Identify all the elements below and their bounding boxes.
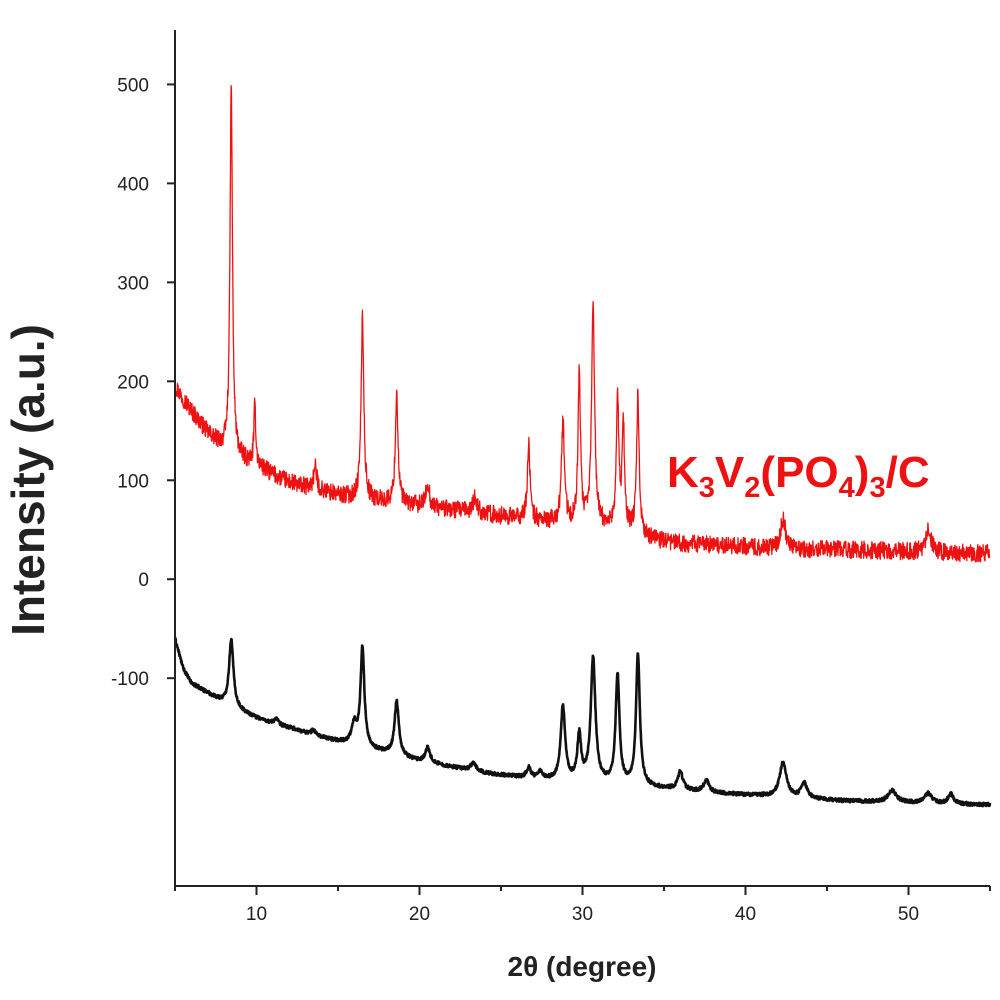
series-label-part: V <box>715 448 745 497</box>
series-label-part: 3 <box>869 472 885 504</box>
y-tick-label: -100 <box>111 669 149 690</box>
plot-series <box>173 85 992 808</box>
x-tick-label: 40 <box>735 904 756 925</box>
x-tick-label: 20 <box>409 904 430 925</box>
series-label-k3v2po43c: K3V2(PO4)3/C <box>667 448 930 504</box>
series-label-part: (PO <box>760 448 838 497</box>
y-tick-label: 100 <box>117 471 149 492</box>
x-ticks: 10 20 30 40 50 <box>174 886 991 925</box>
series-label-part: 4 <box>839 472 855 504</box>
series-line-k3v2po43c <box>174 85 991 563</box>
y-tick-label: 400 <box>117 174 149 195</box>
series-label-part: 2 <box>744 472 760 504</box>
y-tick-label: 0 <box>138 570 149 591</box>
series-line-reference <box>173 636 992 808</box>
y-ticks: 500 400 300 200 100 0 -100 <box>111 75 175 690</box>
series-label-part: /C <box>886 448 930 497</box>
series-label-part: ) <box>855 448 870 497</box>
y-tick-label: 300 <box>117 273 149 294</box>
x-tick-label: 50 <box>898 904 919 925</box>
series-label-part: 3 <box>699 472 715 504</box>
y-tick-label: 200 <box>117 372 149 393</box>
x-tick-label: 10 <box>246 904 267 925</box>
x-tick-label: 30 <box>572 904 593 925</box>
y-axis-title: Intensity (a.u.) <box>2 324 54 636</box>
y-tick-label: 500 <box>117 75 149 96</box>
series-label-part: K <box>667 448 699 497</box>
x-axis-title: 2θ (degree) <box>508 951 657 982</box>
